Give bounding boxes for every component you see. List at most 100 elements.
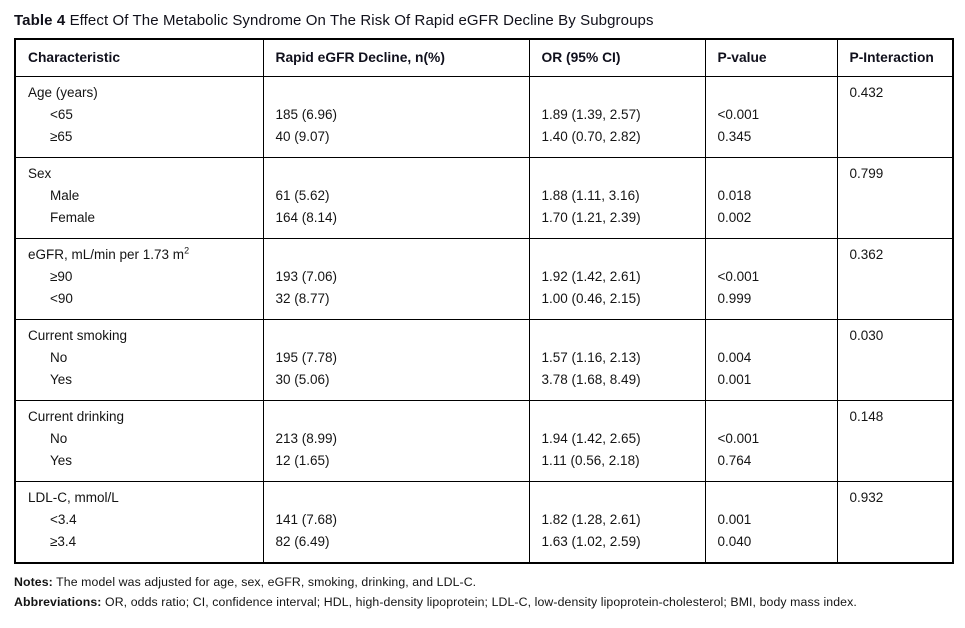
empty-cell — [836, 428, 953, 450]
empty-cell — [836, 369, 953, 401]
abbreviations-text: OR, odds ratio; CI, confidence interval;… — [105, 595, 857, 609]
empty-cell — [704, 400, 837, 428]
empty-cell — [704, 238, 837, 266]
empty-cell — [262, 76, 529, 104]
empty-cell — [836, 207, 953, 239]
empty-cell — [262, 238, 529, 266]
subgroup-row: Yes 12 (1.65) 1.11 (0.56, 2.18) 0.764 — [15, 450, 953, 482]
empty-cell — [836, 347, 953, 369]
n-percent-cell: 195 (7.78) — [262, 347, 529, 369]
p-value-cell: 0.004 — [704, 347, 837, 369]
group-label: Current drinking — [28, 409, 125, 424]
p-interaction-cell: 0.148 — [836, 400, 953, 428]
table-abbreviations: Abbreviations: OR, odds ratio; CI, confi… — [14, 592, 952, 612]
or-ci-cell: 3.78 (1.68, 8.49) — [528, 369, 705, 401]
or-ci-cell: 1.11 (0.56, 2.18) — [528, 450, 705, 482]
table-number: Table 4 — [14, 12, 66, 29]
group-label-cell: Sex — [15, 157, 263, 185]
subgroup-row: <90 32 (8.77) 1.00 (0.46, 2.15) 0.999 — [15, 288, 953, 320]
p-value-cell: 0.040 — [704, 531, 837, 563]
subgroup-row: ≥65 40 (9.07) 1.40 (0.70, 2.82) 0.345 — [15, 126, 953, 158]
group-header-row: Sex 0.799 — [15, 157, 953, 185]
p-interaction-cell: 0.030 — [836, 319, 953, 347]
n-percent-cell: 12 (1.65) — [262, 450, 529, 482]
n-percent-cell: 82 (6.49) — [262, 531, 529, 563]
n-percent-cell: 185 (6.96) — [262, 104, 529, 126]
n-percent-cell: 40 (9.07) — [262, 126, 529, 158]
group-label: eGFR, mL/min per 1.73 m — [28, 247, 185, 262]
group-label-cell: eGFR, mL/min per 1.73 m2 — [15, 238, 263, 266]
empty-cell — [704, 76, 837, 104]
group-label-cell: Current smoking — [15, 319, 263, 347]
group-label: LDL-C, mmol/L — [28, 490, 119, 505]
subgroup-label-cell: Female — [50, 210, 96, 225]
empty-cell — [704, 481, 837, 509]
subgroups-table: Characteristic Rapid eGFR Decline, n(%) … — [14, 38, 954, 564]
subgroup-label-cell: ≥3.4 — [50, 534, 77, 549]
or-ci-cell: 1.00 (0.46, 2.15) — [528, 288, 705, 320]
empty-cell — [704, 319, 837, 347]
group-label: Sex — [28, 166, 52, 181]
notes-text: The model was adjusted for age, sex, eGF… — [56, 575, 477, 589]
group-label-cell: Age (years) — [15, 77, 263, 105]
subgroup-label-cell: Yes — [50, 453, 73, 468]
col-header-rapid-egfr-decline: Rapid eGFR Decline, n(%) — [262, 39, 529, 77]
subgroup-label-cell: Male — [50, 188, 80, 203]
group-header-row: LDL-C, mmol/L 0.932 — [15, 481, 953, 509]
n-percent-cell: 30 (5.06) — [262, 369, 529, 401]
n-percent-cell: 213 (8.99) — [262, 428, 529, 450]
or-ci-cell: 1.89 (1.39, 2.57) — [528, 104, 705, 126]
empty-cell — [262, 157, 529, 185]
paper-table-page: Table 4 Effect Of The Metabolic Syndrome… — [14, 11, 954, 612]
or-ci-cell: 1.40 (0.70, 2.82) — [528, 126, 705, 158]
group-label-superscript: 2 — [184, 245, 190, 256]
subgroup-row: No 195 (7.78) 1.57 (1.16, 2.13) 0.004 — [15, 347, 953, 369]
p-value-cell: 0.999 — [704, 288, 837, 320]
empty-cell — [836, 104, 953, 126]
n-percent-cell: 164 (8.14) — [262, 207, 529, 239]
empty-cell — [262, 400, 529, 428]
subgroup-label-cell: ≥90 — [50, 269, 73, 284]
empty-cell — [836, 266, 953, 288]
empty-cell — [704, 157, 837, 185]
empty-cell — [836, 288, 953, 320]
col-header-p-interaction: P-Interaction — [836, 39, 953, 77]
or-ci-cell: 1.88 (1.11, 3.16) — [528, 185, 705, 207]
empty-cell — [836, 509, 953, 531]
group-header-row: Current drinking 0.148 — [15, 400, 953, 428]
subgroup-row: ≥3.4 82 (6.49) 1.63 (1.02, 2.59) 0.040 — [15, 531, 953, 563]
empty-cell — [836, 450, 953, 482]
subgroup-row: <65 185 (6.96) 1.89 (1.39, 2.57) <0.001 — [15, 104, 953, 126]
group-label-cell: Current drinking — [15, 400, 263, 428]
table-caption: Effect Of The Metabolic Syndrome On The … — [69, 12, 654, 29]
table-notes: Notes: The model was adjusted for age, s… — [14, 572, 952, 592]
p-interaction-cell: 0.362 — [836, 238, 953, 266]
empty-cell — [528, 157, 705, 185]
p-value-cell: <0.001 — [704, 266, 837, 288]
empty-cell — [528, 319, 705, 347]
subgroup-row: <3.4 141 (7.68) 1.82 (1.28, 2.61) 0.001 — [15, 509, 953, 531]
table-body: Age (years) 0.432 <65 185 (6.96) 1.89 (1.39,… — [15, 76, 953, 563]
p-value-cell: 0.345 — [704, 126, 837, 158]
subgroup-label-cell: No — [50, 431, 68, 446]
group-header-row: Current smoking 0.030 — [15, 319, 953, 347]
empty-cell — [528, 238, 705, 266]
n-percent-cell: 193 (7.06) — [262, 266, 529, 288]
n-percent-cell: 61 (5.62) — [262, 185, 529, 207]
subgroup-row: No 213 (8.99) 1.94 (1.42, 2.65) <0.001 — [15, 428, 953, 450]
or-ci-cell: 1.57 (1.16, 2.13) — [528, 347, 705, 369]
table-title: Table 4 Effect Of The Metabolic Syndrome… — [14, 11, 952, 31]
subgroup-label-cell: ≥65 — [50, 129, 73, 144]
or-ci-cell: 1.63 (1.02, 2.59) — [528, 531, 705, 563]
p-value-cell: <0.001 — [704, 104, 837, 126]
col-header-p-value: P-value — [704, 39, 837, 77]
col-header-or-ci: OR (95% CI) — [528, 39, 705, 77]
abbreviations-label: Abbreviations: — [14, 595, 102, 609]
subgroup-label-cell: <65 — [50, 107, 73, 122]
empty-cell — [262, 319, 529, 347]
p-value-cell: <0.001 — [704, 428, 837, 450]
p-value-cell: 0.001 — [704, 369, 837, 401]
subgroup-label-cell: <90 — [50, 291, 73, 306]
or-ci-cell: 1.92 (1.42, 2.61) — [528, 266, 705, 288]
or-ci-cell: 1.82 (1.28, 2.61) — [528, 509, 705, 531]
